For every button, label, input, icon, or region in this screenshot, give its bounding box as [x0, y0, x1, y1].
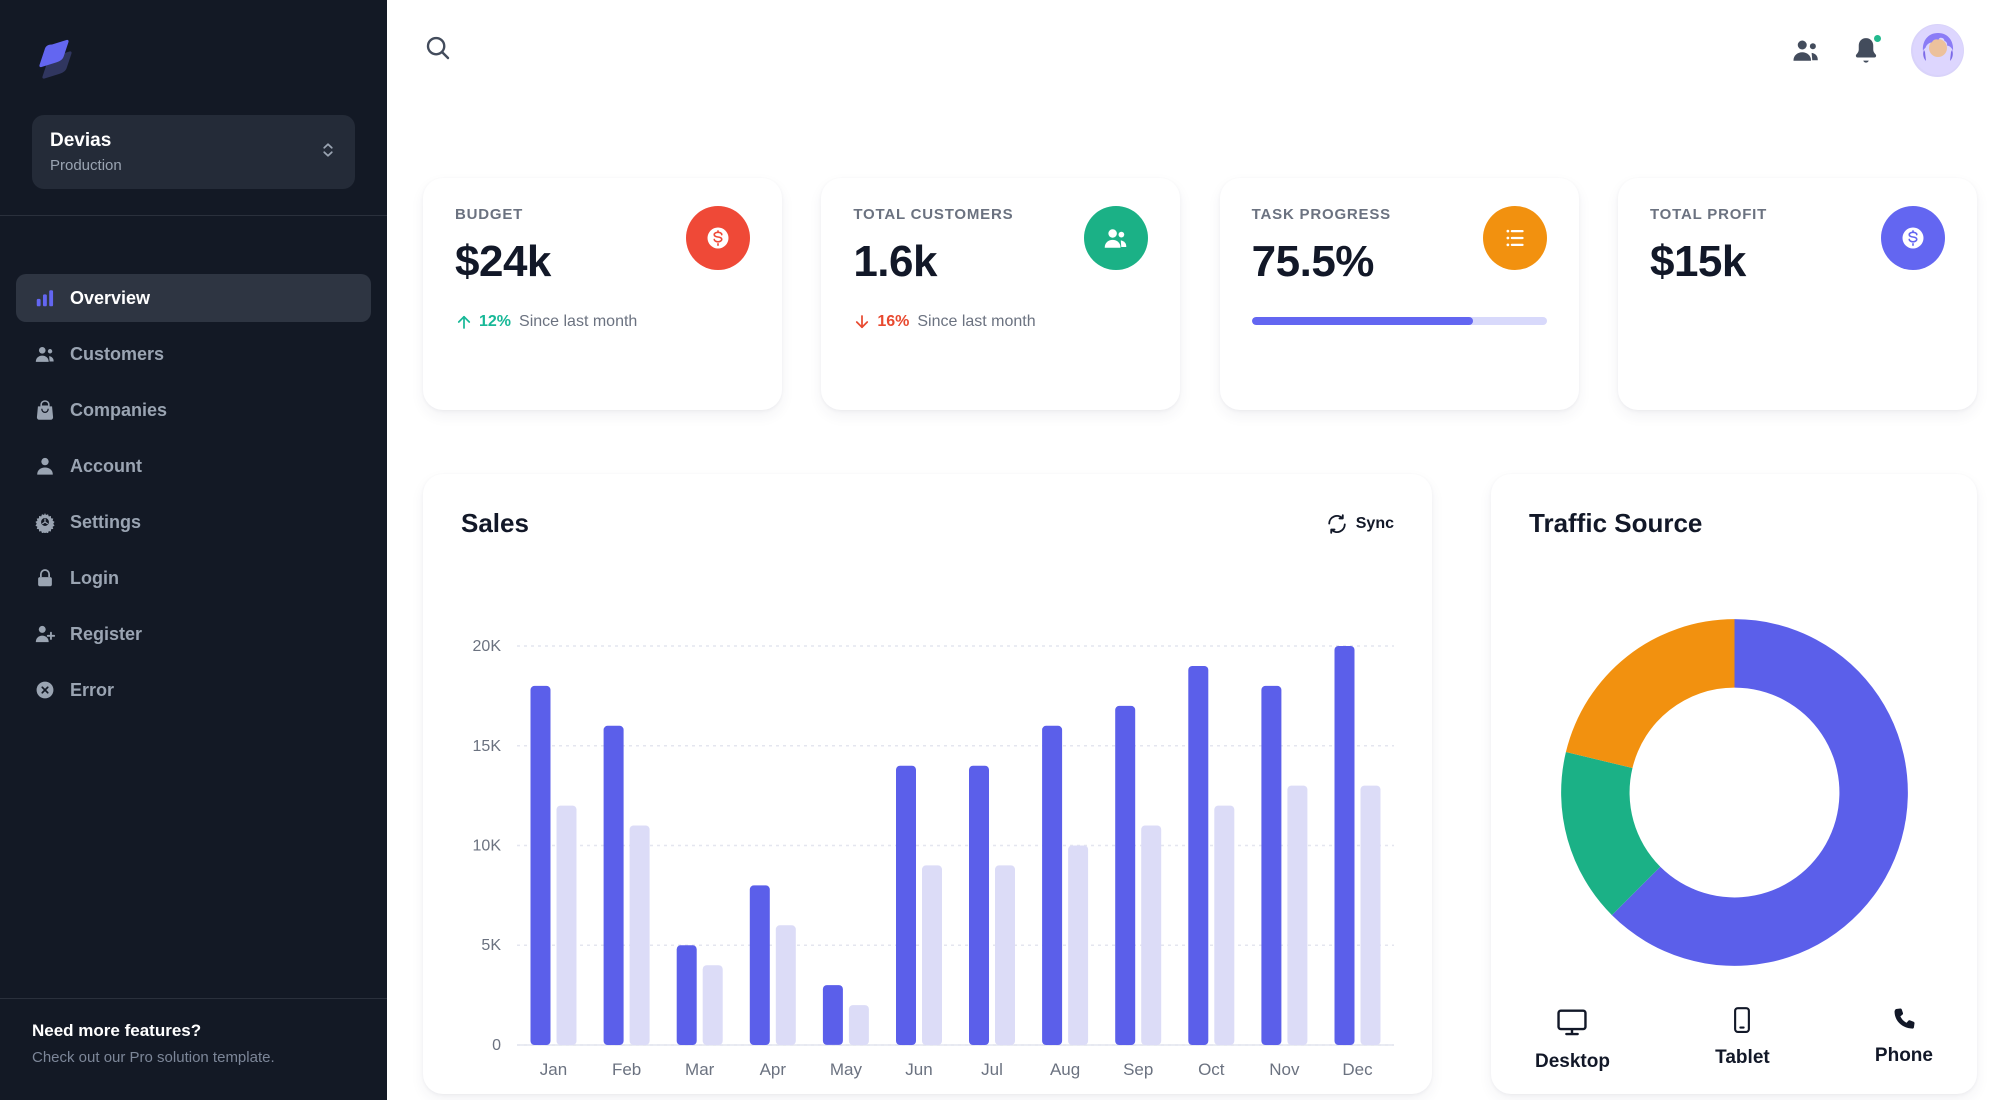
svg-text:Oct: Oct: [1198, 1060, 1225, 1079]
svg-text:May: May: [830, 1060, 863, 1079]
svg-text:Jul: Jul: [981, 1060, 1003, 1079]
svg-text:Apr: Apr: [760, 1060, 787, 1079]
svg-text:20K: 20K: [473, 638, 502, 655]
svg-text:Dec: Dec: [1342, 1060, 1373, 1079]
svg-text:Feb: Feb: [612, 1060, 641, 1079]
svg-text:0: 0: [492, 1037, 501, 1054]
svg-text:Nov: Nov: [1269, 1060, 1300, 1079]
svg-text:5K: 5K: [481, 937, 501, 954]
svg-text:10K: 10K: [473, 838, 502, 855]
svg-text:Mar: Mar: [685, 1060, 715, 1079]
svg-text:Sep: Sep: [1123, 1060, 1153, 1079]
svg-text:Aug: Aug: [1050, 1060, 1080, 1079]
svg-text:Jun: Jun: [905, 1060, 932, 1079]
svg-text:Jan: Jan: [540, 1060, 567, 1079]
svg-text:15K: 15K: [473, 738, 502, 755]
